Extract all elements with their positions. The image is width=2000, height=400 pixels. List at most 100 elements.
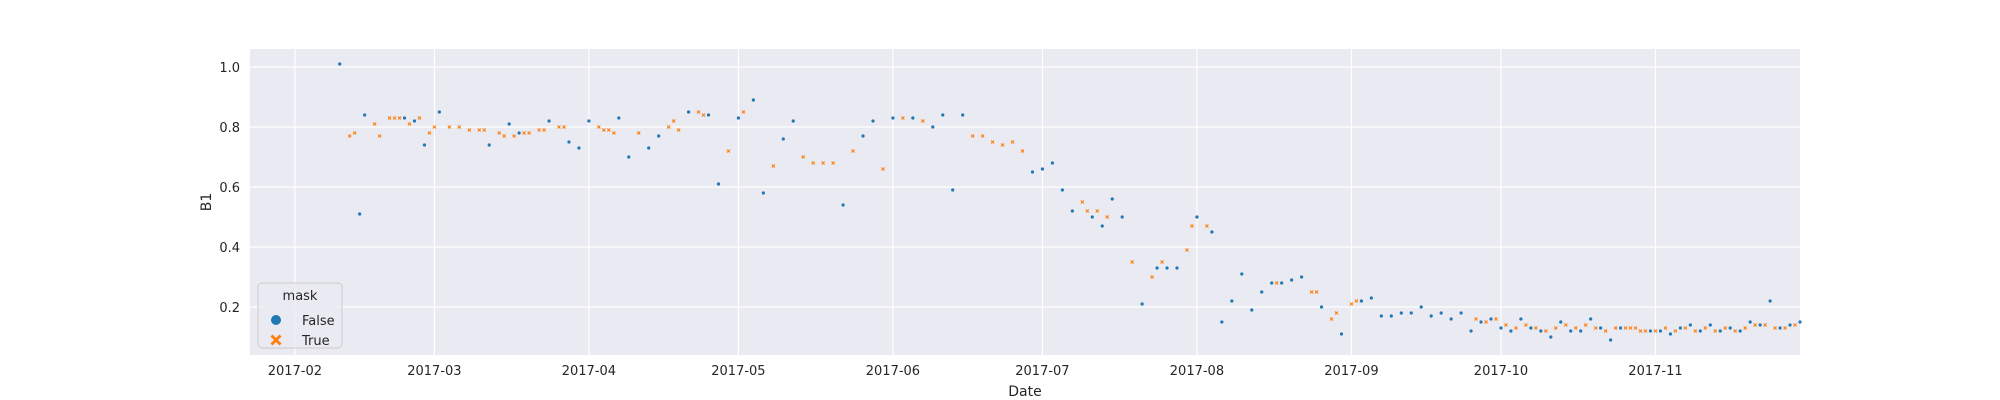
point-true	[676, 128, 681, 132]
point-true	[1190, 224, 1194, 228]
x-tick-label: 2017-02	[268, 364, 322, 379]
point-true	[920, 119, 925, 123]
point-false	[1270, 281, 1274, 285]
point-false	[1030, 170, 1035, 174]
point-false	[1195, 215, 1199, 219]
point-false	[1165, 266, 1169, 270]
point-true	[497, 131, 502, 135]
point-true	[1783, 326, 1787, 330]
point-true	[432, 125, 437, 129]
point-false	[1599, 326, 1603, 330]
point-false	[1718, 329, 1722, 333]
point-false	[587, 119, 591, 123]
point-false	[1668, 332, 1673, 336]
y-tick-label: 0.2	[219, 301, 240, 316]
point-false	[657, 134, 661, 138]
point-false	[1155, 266, 1159, 270]
point-false	[487, 143, 491, 147]
point-true	[1593, 326, 1598, 330]
x-tick-label: 2017-09	[1324, 364, 1378, 379]
point-false	[1319, 305, 1324, 309]
point-false	[1758, 323, 1762, 327]
point-true	[1494, 317, 1498, 321]
point-true	[1105, 215, 1110, 219]
y-tick-label: 0.4	[219, 241, 240, 256]
point-true	[980, 134, 985, 138]
point-false	[1489, 317, 1493, 321]
point-true	[1793, 323, 1797, 327]
point-false	[1210, 230, 1214, 234]
point-true	[407, 122, 412, 126]
point-false	[1339, 332, 1344, 336]
point-true	[1613, 326, 1618, 330]
point-false	[1648, 329, 1653, 333]
point-true	[1763, 323, 1767, 327]
point-true	[1474, 317, 1478, 321]
x-tick-label: 2017-11	[1628, 364, 1682, 379]
point-false	[402, 116, 407, 120]
point-true	[881, 167, 885, 171]
point-false	[422, 143, 427, 147]
x-tick-label: 2017-03	[407, 364, 461, 379]
x-tick-label: 2017-07	[1015, 364, 1069, 379]
point-false	[1469, 329, 1473, 333]
x-tick-label: 2017-06	[866, 364, 920, 379]
x-tick-label: 2017-10	[1474, 364, 1528, 379]
point-false	[547, 119, 551, 123]
point-true	[1638, 329, 1643, 333]
point-false	[1579, 329, 1583, 333]
point-true	[1553, 326, 1558, 330]
point-true	[771, 164, 776, 168]
point-false	[781, 137, 785, 141]
point-false	[911, 116, 915, 120]
point-false	[1778, 326, 1782, 330]
point-false	[647, 146, 651, 150]
point-true	[1573, 326, 1578, 330]
point-true	[1563, 323, 1568, 327]
point-true	[1543, 329, 1548, 333]
point-true	[606, 128, 611, 132]
point-true	[1349, 302, 1354, 306]
point-false	[1100, 224, 1104, 228]
point-false	[1539, 329, 1543, 333]
point-true	[801, 155, 806, 159]
point-false	[891, 116, 895, 120]
point-false	[1399, 311, 1403, 315]
point-true	[387, 116, 392, 120]
point-false	[1439, 311, 1443, 315]
point-false	[951, 188, 955, 192]
point-false	[1369, 296, 1373, 300]
legend: mask False True	[257, 282, 343, 349]
point-true	[901, 116, 905, 120]
point-true	[831, 161, 836, 165]
x-tick-label: 2017-04	[562, 364, 616, 379]
point-false	[1509, 329, 1513, 333]
point-true	[1693, 329, 1698, 333]
point-true	[611, 131, 616, 135]
point-true	[352, 131, 357, 135]
point-true	[1628, 326, 1633, 330]
point-true	[482, 128, 487, 132]
point-true	[527, 131, 531, 135]
point-false	[1409, 311, 1413, 315]
point-false	[1459, 311, 1463, 315]
point-true	[1673, 329, 1678, 333]
point-true	[970, 134, 975, 138]
point-true	[1643, 329, 1648, 333]
point-true	[1773, 326, 1777, 330]
point-true	[1523, 323, 1528, 327]
point-true	[1095, 209, 1100, 213]
point-false	[1060, 188, 1064, 192]
point-false	[1379, 314, 1383, 318]
point-false	[736, 116, 741, 120]
point-true	[1533, 326, 1538, 330]
point-false	[1240, 272, 1244, 276]
point-true	[1085, 209, 1090, 213]
point-true	[1713, 329, 1718, 333]
y-axis-label: B1	[199, 193, 215, 212]
x-tick-labels: 2017-02 2017-03 2017-04 2017-05 2017-06 2017-…	[268, 364, 1683, 379]
point-false	[716, 182, 721, 186]
point-true	[1185, 248, 1189, 252]
point-true	[457, 125, 462, 129]
